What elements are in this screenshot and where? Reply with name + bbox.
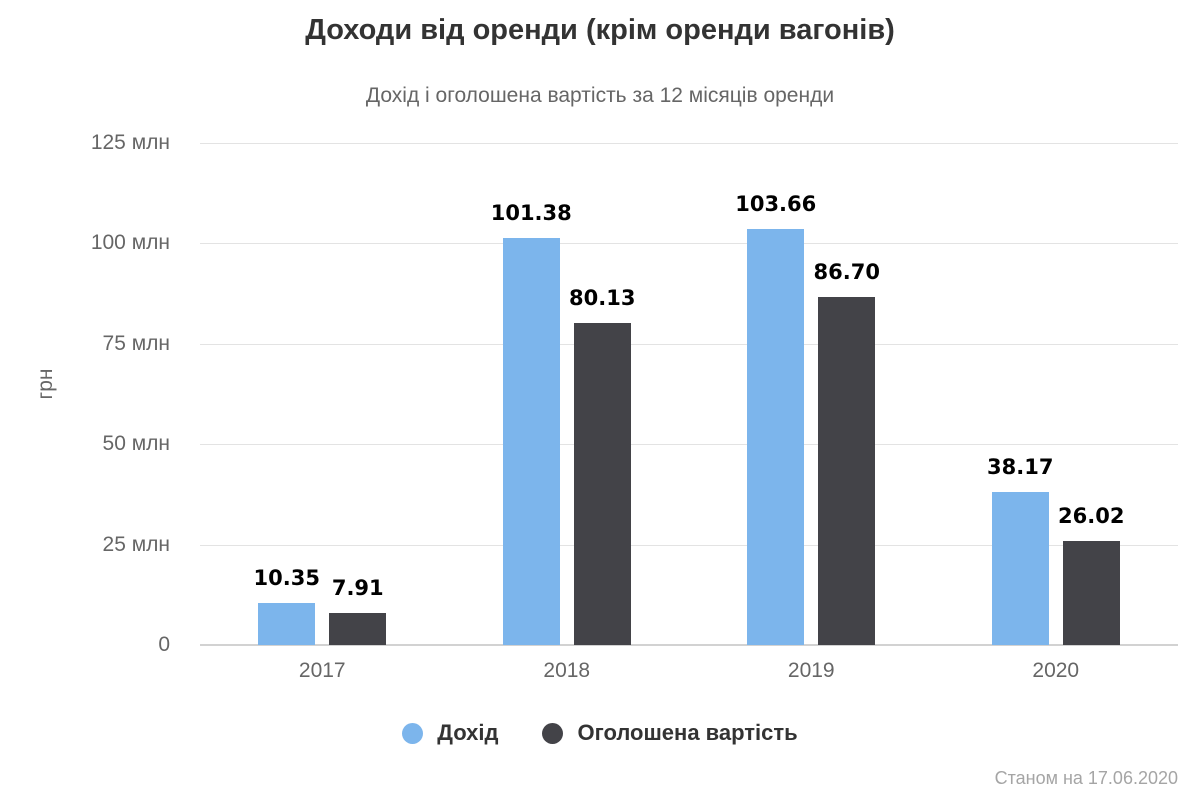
- gridline: [200, 544, 1178, 546]
- x-axis-label: 2017: [298, 659, 346, 682]
- bar-declared-2019[interactable]: [818, 296, 876, 645]
- y-tick-label: 100 млн: [90, 231, 170, 255]
- bar-value-label: 86.70: [813, 259, 880, 284]
- bar-value-label: 7.91: [331, 576, 384, 601]
- bar-income-2020[interactable]: [991, 491, 1049, 645]
- y-tick-label: 0: [158, 633, 170, 656]
- x-axis-label: 2018: [543, 659, 591, 682]
- bar-value-label: 26.02: [1058, 503, 1125, 528]
- gridline: [200, 143, 1178, 144]
- bar-value-label: 101.38: [490, 200, 572, 225]
- bar-income-2018[interactable]: [502, 237, 560, 645]
- x-axis-label: 2020: [1032, 659, 1080, 682]
- chart-title: Доходи від оренди (крім оренди вагонів): [305, 14, 895, 46]
- gridline: [200, 243, 1178, 245]
- legend-item-declared[interactable]: Оголошена вартість: [542, 720, 798, 746]
- x-axis-label: 2019: [787, 659, 835, 682]
- bar-value-label: 10.35: [253, 566, 320, 591]
- y-tick-label: 125 млн: [90, 131, 170, 154]
- y-tick-label: 50 млн: [102, 432, 170, 456]
- legend: Дохід Оголошена вартість: [0, 720, 1200, 746]
- legend-label: Оголошена вартість: [577, 720, 798, 745]
- bar-income-2017[interactable]: [258, 603, 316, 645]
- bar-income-2019[interactable]: [747, 228, 805, 645]
- legend-item-income[interactable]: Дохід: [402, 720, 498, 746]
- gridline: [200, 444, 1178, 446]
- y-tick-label: 75 млн: [102, 331, 170, 355]
- gridline: [200, 343, 1178, 345]
- legend-marker-income: [402, 722, 424, 744]
- legend-marker-declared: [542, 722, 564, 744]
- chart-subtitle: Дохід і оголошена вартість за 12 місяців…: [365, 84, 835, 107]
- bar-value-label: 103.66: [735, 191, 817, 216]
- x-axis-line: [200, 644, 1178, 646]
- bar-declared-2018[interactable]: [573, 323, 631, 645]
- bar-declared-2020[interactable]: [1062, 540, 1120, 645]
- as-of-note: Станом на 17.06.2020: [994, 768, 1178, 788]
- legend-label: Дохід: [437, 720, 499, 745]
- bar-value-label: 80.13: [569, 286, 636, 311]
- y-tick-label: 25 млн: [102, 532, 170, 556]
- bar-declared-2017[interactable]: [329, 613, 387, 645]
- y-axis-title: грн: [34, 368, 57, 400]
- bar-value-label: 38.17: [987, 454, 1054, 479]
